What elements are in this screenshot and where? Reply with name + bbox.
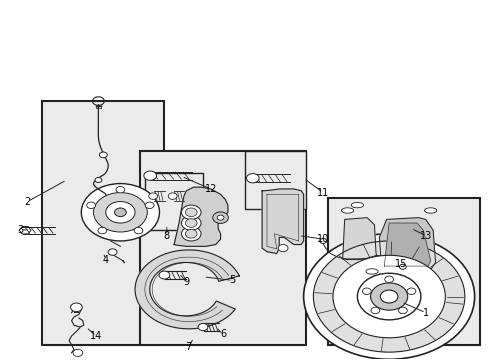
Circle shape: [87, 202, 96, 208]
Circle shape: [159, 271, 170, 279]
Circle shape: [398, 307, 407, 314]
Circle shape: [94, 193, 147, 232]
Polygon shape: [135, 250, 239, 329]
Text: 14: 14: [90, 331, 102, 341]
Bar: [328, 198, 480, 345]
Bar: [245, 151, 306, 209]
Circle shape: [185, 208, 197, 217]
Circle shape: [246, 174, 259, 183]
Text: 15: 15: [395, 259, 408, 269]
Circle shape: [116, 186, 125, 193]
Circle shape: [185, 229, 197, 238]
Circle shape: [363, 288, 371, 294]
Text: 8: 8: [164, 231, 170, 240]
Text: 7: 7: [186, 342, 192, 352]
Circle shape: [81, 184, 159, 241]
Circle shape: [73, 349, 83, 356]
Bar: [145, 173, 203, 230]
Text: 4: 4: [103, 255, 109, 265]
Text: 13: 13: [419, 231, 432, 240]
Ellipse shape: [366, 269, 378, 274]
Circle shape: [144, 171, 157, 180]
Circle shape: [106, 202, 135, 223]
Circle shape: [278, 244, 288, 252]
Circle shape: [385, 276, 393, 283]
Text: 11: 11: [317, 188, 329, 198]
Text: 3: 3: [17, 225, 24, 235]
Circle shape: [185, 219, 197, 227]
Polygon shape: [379, 218, 436, 270]
Circle shape: [371, 307, 380, 314]
Text: 10: 10: [317, 234, 329, 244]
Circle shape: [145, 202, 154, 208]
Polygon shape: [174, 187, 228, 246]
Circle shape: [370, 283, 408, 310]
Circle shape: [149, 193, 158, 199]
Circle shape: [320, 238, 327, 243]
Polygon shape: [343, 218, 377, 259]
Circle shape: [399, 264, 406, 269]
Circle shape: [198, 323, 208, 330]
Circle shape: [213, 212, 228, 224]
Ellipse shape: [342, 208, 354, 213]
Circle shape: [304, 234, 475, 359]
Circle shape: [108, 249, 117, 255]
Text: 9: 9: [183, 277, 190, 287]
Circle shape: [357, 273, 421, 320]
Bar: [140, 151, 306, 345]
Circle shape: [380, 290, 398, 303]
Circle shape: [217, 215, 224, 220]
Circle shape: [181, 226, 201, 241]
Circle shape: [407, 288, 416, 294]
Circle shape: [333, 255, 445, 338]
Circle shape: [71, 303, 82, 312]
Bar: [42, 101, 164, 345]
Circle shape: [314, 241, 465, 352]
Text: 12: 12: [205, 184, 217, 194]
Text: 6: 6: [220, 329, 226, 339]
Ellipse shape: [424, 208, 437, 213]
Circle shape: [168, 193, 177, 199]
Text: 2: 2: [24, 197, 31, 207]
Circle shape: [115, 208, 126, 217]
Circle shape: [181, 216, 201, 230]
Circle shape: [99, 152, 107, 158]
Polygon shape: [384, 223, 431, 266]
Text: 1: 1: [423, 308, 429, 318]
Circle shape: [98, 227, 107, 234]
Circle shape: [134, 227, 143, 234]
Text: 5: 5: [230, 275, 236, 285]
Circle shape: [181, 205, 201, 220]
Polygon shape: [262, 189, 304, 253]
Circle shape: [95, 177, 102, 183]
Ellipse shape: [351, 202, 364, 208]
